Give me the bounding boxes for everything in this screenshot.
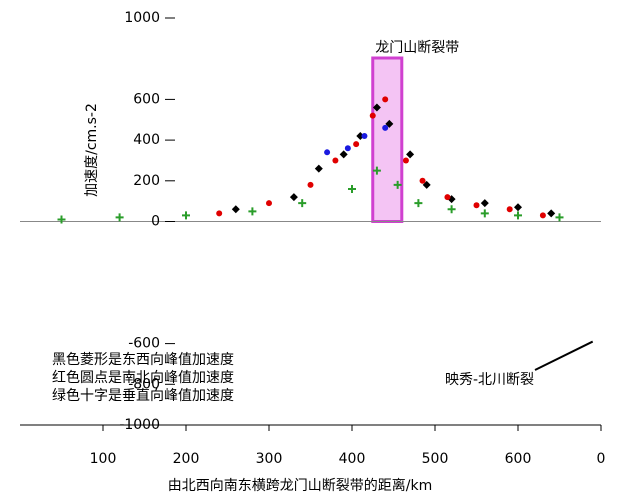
point [298,199,307,208]
point [514,203,522,212]
y-tick-label: 0 [151,214,160,230]
x-tick-label: 500 [422,451,449,467]
annotation-arrow [534,340,594,371]
x-tick-label: 0 [597,451,606,467]
point [372,166,381,175]
point [406,150,415,159]
point [248,207,257,216]
y-tick-label: 1000 [124,10,160,26]
x-tick-label: 300 [256,451,283,467]
note: 黑色菱形是东西向峰值加速度 [52,351,234,368]
point [369,112,376,119]
point [266,200,272,207]
x-tick-label: 100 [90,451,117,467]
point [539,212,546,219]
point [314,164,323,173]
y-tick-label: 400 [133,132,160,148]
point [444,194,451,201]
point [339,150,348,159]
point [419,177,426,184]
y-tick-label: 200 [133,173,160,189]
x-tick-label: 400 [339,451,366,467]
point [57,215,66,224]
y-tick-label: -600 [128,336,160,352]
point [115,213,124,222]
point [382,124,389,131]
annotation: 映秀-北川断裂 [445,372,534,388]
point [555,213,564,222]
point [402,157,409,164]
point [344,145,351,152]
point [447,205,456,214]
point [348,184,356,193]
point [480,199,489,208]
y-tick-label: 600 [133,91,160,107]
point [182,211,190,220]
x-tick-label: 600 [505,451,532,467]
point [480,209,489,218]
point [506,206,513,213]
y-axis-label: 加速度/cm.s-2 [84,103,100,197]
point [324,149,331,156]
y-tick-label: -800 [128,376,160,392]
point [547,209,556,218]
point [414,199,423,208]
point [307,181,314,188]
point [393,180,402,189]
point [289,193,298,202]
x-tick-label: 200 [173,451,200,467]
point [332,157,339,164]
note: 绿色十字是垂直向峰值加速度 [52,387,234,404]
y-tick-label: -1000 [119,417,160,433]
point [216,210,223,217]
x-axis-label: 由北西向南东横跨龙门山断裂带的距离/km [168,477,432,494]
fault-zone [371,56,404,223]
note: 红色圆点是南北向峰值加速度 [52,369,234,386]
point [231,205,240,214]
point [353,141,360,148]
point [473,202,480,209]
point [372,103,381,112]
point [361,133,368,140]
zone-label: 龙门山断裂带 [375,40,459,56]
point [514,211,522,220]
point [382,96,389,103]
